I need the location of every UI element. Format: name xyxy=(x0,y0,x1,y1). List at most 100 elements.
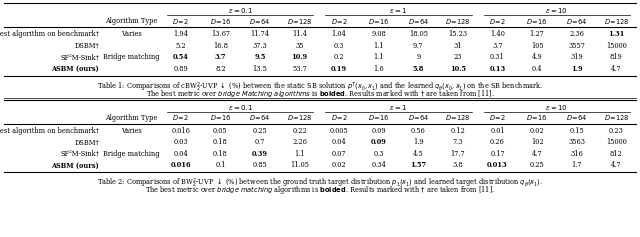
Text: 31: 31 xyxy=(454,42,462,50)
Text: 9.5: 9.5 xyxy=(254,54,266,61)
Text: 35: 35 xyxy=(295,42,304,50)
Text: 105: 105 xyxy=(531,42,543,50)
Text: $\epsilon=10$: $\epsilon=10$ xyxy=(545,102,568,111)
Text: 0.25: 0.25 xyxy=(253,127,268,135)
Text: 11.05: 11.05 xyxy=(290,161,309,169)
Text: 0.56: 0.56 xyxy=(411,127,426,135)
Text: 15000: 15000 xyxy=(606,42,627,50)
Text: 0.05: 0.05 xyxy=(213,127,228,135)
Text: 812: 812 xyxy=(610,150,623,158)
Text: 1.04: 1.04 xyxy=(332,31,347,38)
Text: 0.19: 0.19 xyxy=(331,65,347,73)
Text: 0.85: 0.85 xyxy=(253,161,268,169)
Text: 0.013: 0.013 xyxy=(487,161,508,169)
Text: 9: 9 xyxy=(416,54,420,61)
Text: $\epsilon=10$: $\epsilon=10$ xyxy=(545,6,568,15)
Text: 11.4: 11.4 xyxy=(292,31,307,38)
Text: 37.3: 37.3 xyxy=(253,42,268,50)
Text: $D\!=\!64$: $D\!=\!64$ xyxy=(408,113,429,122)
Text: $D\!=\!64$: $D\!=\!64$ xyxy=(566,17,587,26)
Text: 9.08: 9.08 xyxy=(371,31,386,38)
Text: ASBM (ours): ASBM (ours) xyxy=(51,161,99,169)
Text: 11.74: 11.74 xyxy=(250,31,269,38)
Text: $\epsilon=0.1$: $\epsilon=0.1$ xyxy=(228,6,253,15)
Text: 5.8: 5.8 xyxy=(413,65,424,73)
Text: $D\!=\!16$: $D\!=\!16$ xyxy=(210,17,231,26)
Text: 3.7: 3.7 xyxy=(492,42,502,50)
Text: ASBM (ours): ASBM (ours) xyxy=(51,65,99,73)
Text: 0.34: 0.34 xyxy=(371,161,386,169)
Text: 1.31: 1.31 xyxy=(608,31,625,38)
Text: 316: 316 xyxy=(570,150,583,158)
Text: 10.9: 10.9 xyxy=(291,54,308,61)
Text: 0.005: 0.005 xyxy=(330,127,349,135)
Text: 18.05: 18.05 xyxy=(409,31,428,38)
Text: 13.5: 13.5 xyxy=(253,65,268,73)
Text: 0.18: 0.18 xyxy=(213,138,228,146)
Text: 1.7: 1.7 xyxy=(572,161,582,169)
Text: 4.7: 4.7 xyxy=(611,65,621,73)
Text: 15000: 15000 xyxy=(606,138,627,146)
Text: 0.07: 0.07 xyxy=(332,150,346,158)
Text: 0.22: 0.22 xyxy=(292,127,307,135)
Text: 1.57: 1.57 xyxy=(410,161,426,169)
Text: $D\!=\!64$: $D\!=\!64$ xyxy=(408,17,429,26)
Text: Algorithm Type: Algorithm Type xyxy=(105,114,157,122)
Text: Table 1: Comparisons of cBW$_2^2$-UVP $\downarrow$ (%) between the static SB sol: Table 1: Comparisons of cBW$_2^2$-UVP $\… xyxy=(97,81,543,94)
Text: 102: 102 xyxy=(531,138,543,146)
Text: $\epsilon=1$: $\epsilon=1$ xyxy=(389,102,408,111)
Text: 0.016: 0.016 xyxy=(172,127,190,135)
Text: 5.2: 5.2 xyxy=(175,42,186,50)
Text: 0.02: 0.02 xyxy=(332,161,346,169)
Text: $D\!=\!64$: $D\!=\!64$ xyxy=(250,113,271,122)
Text: The best metric over $\it{bridge\ Matching\ algorithms}$ is $\bf{bolded}$. Resul: The best metric over $\it{bridge\ Matchi… xyxy=(146,87,494,99)
Text: 0.25: 0.25 xyxy=(530,161,545,169)
Text: $D\!=\!128$: $D\!=\!128$ xyxy=(604,17,629,26)
Text: $D\!=\!16$: $D\!=\!16$ xyxy=(368,113,389,122)
Text: Table 2: Comparisons of BW$_2^2$-UVP $\downarrow$ (%) between the ground truth t: Table 2: Comparisons of BW$_2^2$-UVP $\d… xyxy=(97,177,543,190)
Text: 0.02: 0.02 xyxy=(530,127,545,135)
Text: The best metric over $\it{bridge\ matching}$ algorithms is $\bf{bolded}$. Result: The best metric over $\it{bridge\ matchi… xyxy=(145,184,495,196)
Text: $D\!=\!16$: $D\!=\!16$ xyxy=(527,113,548,122)
Text: 0.04: 0.04 xyxy=(332,138,346,146)
Text: $D\!=\!2$: $D\!=\!2$ xyxy=(173,17,189,26)
Text: 0.13: 0.13 xyxy=(490,65,506,73)
Text: 0.26: 0.26 xyxy=(490,138,505,146)
Text: 0.31: 0.31 xyxy=(490,54,505,61)
Text: SF²M-Sink†: SF²M-Sink† xyxy=(60,54,99,61)
Text: 16.8: 16.8 xyxy=(213,42,228,50)
Text: Best algorithm on benchmark†: Best algorithm on benchmark† xyxy=(0,31,99,38)
Text: 4.7: 4.7 xyxy=(611,161,621,169)
Text: 2.26: 2.26 xyxy=(292,138,307,146)
Text: $D\!=\!2$: $D\!=\!2$ xyxy=(173,113,189,122)
Text: 0.89: 0.89 xyxy=(173,65,188,73)
Text: 1.40: 1.40 xyxy=(490,31,505,38)
Text: 0.2: 0.2 xyxy=(334,54,344,61)
Text: $D\!=\!16$: $D\!=\!16$ xyxy=(210,113,231,122)
Text: 4.5: 4.5 xyxy=(413,150,424,158)
Text: $D\!=\!2$: $D\!=\!2$ xyxy=(331,113,348,122)
Text: 1.1: 1.1 xyxy=(373,54,384,61)
Text: 1.1: 1.1 xyxy=(294,150,305,158)
Text: 4.7: 4.7 xyxy=(532,150,542,158)
Text: Varies: Varies xyxy=(120,31,141,38)
Text: 1.9: 1.9 xyxy=(413,138,424,146)
Text: 0.01: 0.01 xyxy=(490,127,505,135)
Text: 0.016: 0.016 xyxy=(170,161,191,169)
Text: 3557: 3557 xyxy=(568,42,585,50)
Text: 0.17: 0.17 xyxy=(490,150,505,158)
Text: 819: 819 xyxy=(610,54,623,61)
Text: 0.23: 0.23 xyxy=(609,127,623,135)
Text: $D\!=\!128$: $D\!=\!128$ xyxy=(287,113,312,122)
Text: 0.09: 0.09 xyxy=(371,138,387,146)
Text: $D\!=\!128$: $D\!=\!128$ xyxy=(445,113,470,122)
Text: DSBM†: DSBM† xyxy=(74,42,99,50)
Text: 8.2: 8.2 xyxy=(215,65,226,73)
Text: 13.67: 13.67 xyxy=(211,31,230,38)
Text: 0.7: 0.7 xyxy=(255,138,265,146)
Text: 1.94: 1.94 xyxy=(173,31,188,38)
Text: 17.7: 17.7 xyxy=(451,150,465,158)
Text: 3.7: 3.7 xyxy=(214,54,226,61)
Text: 0.3: 0.3 xyxy=(334,42,344,50)
Text: $D\!=\!16$: $D\!=\!16$ xyxy=(527,17,548,26)
